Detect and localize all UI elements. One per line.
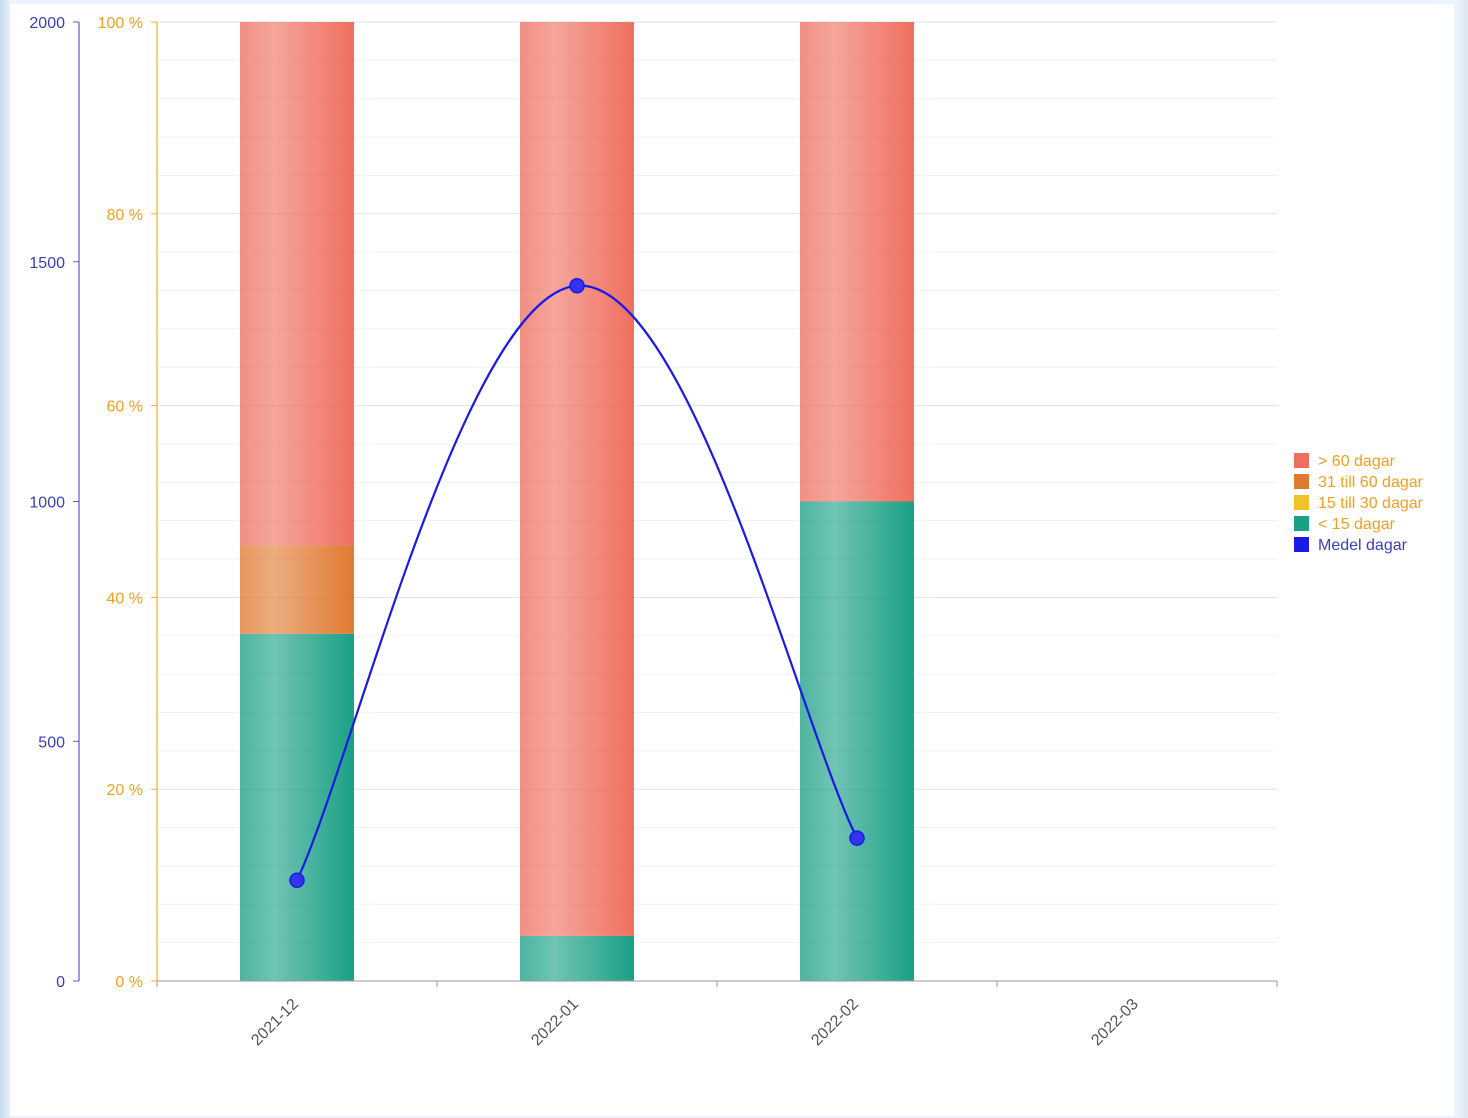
legend: > 60 dagar 31 till 60 dagar 15 till 30 dag… [1294,453,1424,554]
medel-dagar-point [849,830,865,846]
left-axis-tick-label: 1000 [29,495,65,512]
bar-segment [800,22,914,502]
x-axis-tick-label: 2021-12 [248,996,302,1050]
legend-label: 31 till 60 dagar [1318,474,1424,491]
legend-label: Medel dagar [1318,537,1408,554]
legend-swatch [1294,537,1309,552]
bar-segment [800,501,914,981]
medel-dagar-point [569,277,585,294]
left-axis-tick-label: 1500 [29,255,65,272]
percent-axis-tick-label: 0 % [115,974,143,991]
percent-axis-tick-label: 20 % [107,782,143,799]
bar-segment [240,545,354,634]
x-axis-tick-label: 2022-02 [808,996,862,1050]
legend-swatch [1294,495,1309,510]
legend-label: > 60 dagar [1318,453,1396,470]
bar-segment [520,935,634,981]
left-axis-tick-label: 500 [38,734,65,751]
legend-swatch [1294,474,1309,489]
percent-axis-tick-label: 100 % [98,15,143,32]
percent-axis-tick-label: 60 % [107,399,143,416]
bar-segment [240,22,354,546]
medel-dagar-point [289,872,305,889]
legend-label: < 15 dagar [1318,516,1396,533]
legend-swatch [1294,453,1309,468]
percent-axis-tick-label: 80 % [107,207,143,224]
line-series [289,277,865,889]
bar-series [240,22,914,981]
x-axis-tick-label: 2022-01 [528,996,582,1050]
percent-axis-tick-label: 40 % [107,590,143,607]
axes: 0 500 1000 1500 2000 0 % 20 % 40 % 60 % 80 % 100 %… [29,15,1278,1050]
legend-swatch [1294,516,1309,531]
left-axis-tick-label: 0 [56,974,65,991]
bar-segment [520,22,634,936]
bar-segment [240,633,354,981]
x-axis-tick-label: 2022-03 [1088,996,1142,1050]
left-axis-tick-label: 2000 [29,15,65,32]
legend-label: 15 till 30 dagar [1318,495,1424,512]
